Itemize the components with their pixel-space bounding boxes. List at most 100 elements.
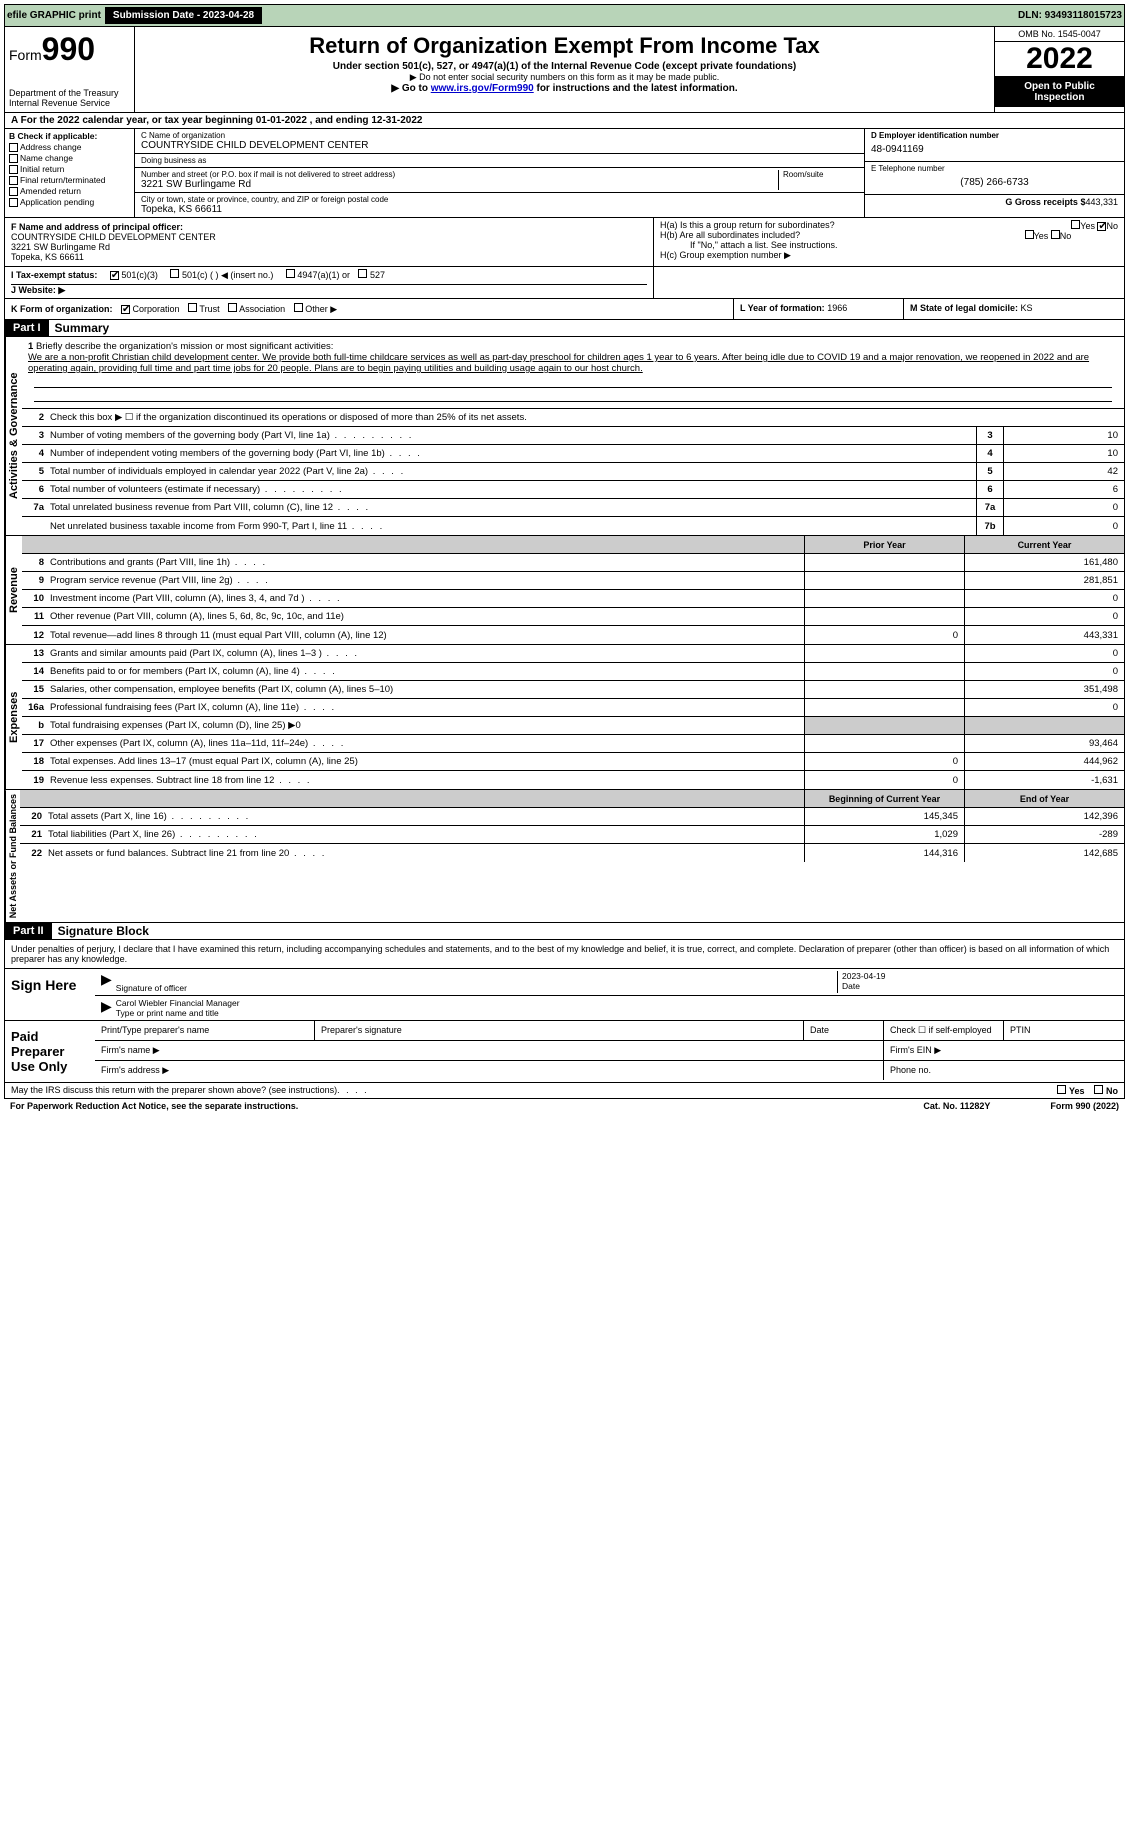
val-c19: -1,631	[964, 771, 1124, 789]
row-a-tax-year: A For the 2022 calendar year, or tax yea…	[4, 113, 1125, 129]
tab-revenue: Revenue	[5, 536, 22, 644]
part-ii-header: Part II Signature Block	[4, 923, 1125, 940]
tab-net-assets: Net Assets or Fund Balances	[5, 790, 20, 922]
chk-501c3[interactable]	[110, 271, 119, 280]
val-5: 42	[1004, 463, 1124, 480]
val-c9: 281,851	[964, 572, 1124, 589]
val-c20: 142,396	[964, 808, 1124, 825]
net-assets-block: Net Assets or Fund Balances Beginning of…	[4, 790, 1125, 923]
gross-receipts: 443,331	[1085, 197, 1118, 207]
revenue-block: Revenue Prior YearCurrent Year 8Contribu…	[4, 536, 1125, 645]
expenses-block: Expenses 13Grants and similar amounts pa…	[4, 645, 1125, 790]
mission-text: We are a non-profit Christian child deve…	[28, 352, 1118, 374]
section-b-org-info: B Check if applicable: Address change Na…	[4, 129, 1125, 218]
val-c8: 161,480	[964, 554, 1124, 571]
val-c12: 443,331	[964, 626, 1124, 644]
officer-name-title: Carol Wiebler Financial Manager	[116, 998, 1118, 1008]
val-p22: 144,316	[804, 844, 964, 862]
omb-number: OMB No. 1545-0047	[995, 27, 1124, 42]
org-address: 3221 SW Burlingame Rd	[141, 179, 778, 190]
efile-label: efile GRAPHIC print	[7, 10, 101, 21]
val-c14: 0	[964, 663, 1124, 680]
val-p19: 0	[804, 771, 964, 789]
org-city: Topeka, KS 66611	[141, 204, 858, 215]
row-i-tax-status: I Tax-exempt status: 501(c)(3) 501(c) ( …	[4, 267, 1125, 299]
chk-name-change[interactable]	[9, 154, 18, 163]
irs-label: Internal Revenue Service	[9, 98, 130, 108]
hb-no[interactable]	[1051, 230, 1060, 239]
org-name: COUNTRYSIDE CHILD DEVELOPMENT CENTER	[141, 140, 858, 151]
sign-here-label: Sign Here	[5, 969, 95, 1020]
form-subtitle: Under section 501(c), 527, or 4947(a)(1)…	[139, 61, 990, 72]
val-p12: 0	[804, 626, 964, 644]
chk-association[interactable]	[228, 303, 237, 312]
group-return-block: H(a) Is this a group return for subordin…	[654, 218, 1124, 266]
ein: 48-0941169	[871, 140, 1118, 159]
activities-governance-block: Activities & Governance 1 Briefly descri…	[4, 337, 1125, 536]
val-c13: 0	[964, 645, 1124, 662]
chk-trust[interactable]	[188, 303, 197, 312]
principal-officer: F Name and address of principal officer:…	[5, 218, 654, 266]
chk-initial-return[interactable]	[9, 165, 18, 174]
row-k-form-org: K Form of organization: Corporation Trus…	[4, 299, 1125, 320]
tax-year: 2022	[995, 42, 1124, 77]
chk-corporation[interactable]	[121, 305, 130, 314]
chk-501c[interactable]	[170, 269, 179, 278]
val-c11: 0	[964, 608, 1124, 625]
val-c21: -289	[964, 826, 1124, 843]
efile-topbar: efile GRAPHIC print Submission Date - 20…	[4, 4, 1125, 27]
discuss-yes[interactable]	[1057, 1085, 1066, 1094]
sig-date: 2023-04-19	[842, 971, 1118, 981]
open-inspection: Open to Public Inspection	[995, 77, 1124, 107]
val-7a: 0	[1004, 499, 1124, 516]
phone: (785) 266-6733	[871, 173, 1118, 192]
discuss-row: May the IRS discuss this return with the…	[4, 1083, 1125, 1099]
chk-final-return[interactable]	[9, 176, 18, 185]
val-c10: 0	[964, 590, 1124, 607]
val-c17: 93,464	[964, 735, 1124, 752]
signature-block: Under penalties of perjury, I declare th…	[4, 940, 1125, 1083]
form-title-block: Return of Organization Exempt From Incom…	[135, 27, 994, 112]
tab-expenses: Expenses	[5, 645, 22, 789]
val-c15: 351,498	[964, 681, 1124, 698]
val-3: 10	[1004, 427, 1124, 444]
chk-application-pending[interactable]	[9, 198, 18, 207]
website-label: J Website: ▶	[11, 285, 65, 295]
ein-phone-block: D Employer identification number 48-0941…	[864, 129, 1124, 217]
tab-activities-governance: Activities & Governance	[5, 337, 22, 535]
form-title: Return of Organization Exempt From Incom…	[139, 33, 990, 59]
submission-date-button[interactable]: Submission Date - 2023-04-28	[105, 7, 262, 24]
form-number: 990	[42, 31, 95, 67]
ha-yes[interactable]	[1071, 220, 1080, 229]
year-formation: 1966	[827, 303, 847, 313]
section-f-h: F Name and address of principal officer:…	[4, 218, 1125, 267]
form-prefix: Form	[9, 47, 42, 63]
bottom-note: For Paperwork Reduction Act Notice, see …	[4, 1099, 1125, 1113]
irs-link[interactable]: www.irs.gov/Form990	[431, 83, 534, 94]
part-i-header: Part I Summary	[4, 320, 1125, 337]
chk-address-change[interactable]	[9, 143, 18, 152]
arrow-icon: ▶	[101, 998, 112, 1018]
paid-preparer-label: Paid Preparer Use Only	[5, 1021, 95, 1082]
val-c16a: 0	[964, 699, 1124, 716]
val-p18: 0	[804, 753, 964, 770]
chk-other[interactable]	[294, 303, 303, 312]
hb-yes[interactable]	[1025, 230, 1034, 239]
val-4: 10	[1004, 445, 1124, 462]
preparer-table: Print/Type preparer's name Preparer's si…	[95, 1021, 1124, 1082]
form-header: Form990 Department of the Treasury Inter…	[4, 27, 1125, 113]
discuss-no[interactable]	[1094, 1085, 1103, 1094]
val-p21: 1,029	[804, 826, 964, 843]
chk-527[interactable]	[358, 269, 367, 278]
dept-treasury: Department of the Treasury	[9, 88, 130, 98]
chk-4947[interactable]	[286, 269, 295, 278]
year-block: OMB No. 1545-0047 2022 Open to Public In…	[994, 27, 1124, 112]
chk-amended[interactable]	[9, 187, 18, 196]
val-6: 6	[1004, 481, 1124, 498]
mission-block: 1 Briefly describe the organization's mi…	[22, 337, 1124, 409]
org-name-address: C Name of organization COUNTRYSIDE CHILD…	[135, 129, 864, 217]
state-domicile: KS	[1021, 303, 1033, 313]
form-number-block: Form990 Department of the Treasury Inter…	[5, 27, 135, 112]
sig-declaration: Under penalties of perjury, I declare th…	[5, 940, 1124, 968]
val-c22: 142,685	[964, 844, 1124, 862]
